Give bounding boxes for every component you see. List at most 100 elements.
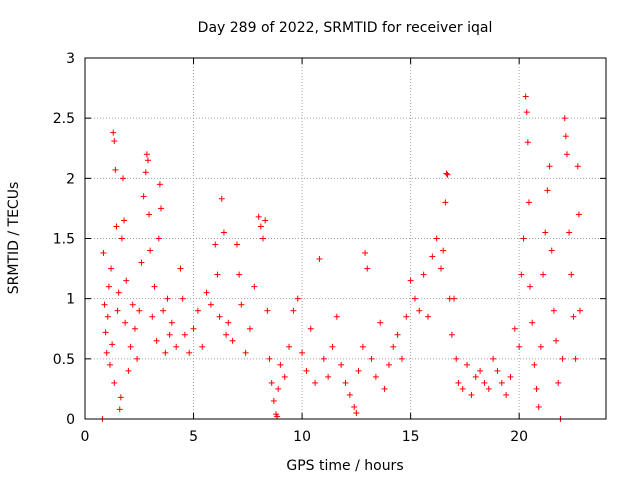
data-point [563,151,570,158]
data-point [173,343,180,350]
data-point [455,379,462,386]
data-point [214,271,221,278]
y-tick-label: 1.5 [53,232,75,248]
data-point [105,283,112,290]
data-point [429,253,436,260]
data-point [149,313,156,320]
data-point [442,199,449,206]
data-point [424,313,431,320]
data-point [398,355,405,362]
data-points [99,93,583,422]
data-point [238,301,245,308]
data-point [268,379,275,386]
data-point [246,325,253,332]
data-point [109,341,116,348]
data-point [277,361,284,368]
data-point [485,385,492,392]
data-point [394,331,401,338]
data-point [407,277,414,284]
data-point [550,307,557,314]
y-tick-label: 0.5 [53,352,75,368]
data-point [459,385,466,392]
data-point [100,249,107,256]
data-point [140,193,147,200]
data-point [164,295,171,302]
data-point [281,373,288,380]
y-axis-ticks: 0 0.5 1 1.5 2 2.5 3 [53,51,606,428]
data-point [179,295,186,302]
data-point [342,379,349,386]
data-point [110,129,117,136]
data-point [199,343,206,350]
data-point [511,325,518,332]
data-point [143,151,150,158]
data-point [494,367,501,374]
data-point [362,249,369,256]
data-point [117,394,124,401]
data-point [186,349,193,356]
data-point [477,367,484,374]
y-tick-label: 0 [66,412,75,428]
data-point [142,169,149,176]
data-point [377,319,384,326]
data-point [381,385,388,392]
data-point [355,367,362,374]
data-point [574,163,581,170]
data-point [111,379,118,386]
data-point [119,175,126,182]
data-point [131,325,138,332]
data-point [134,355,141,362]
data-point [260,235,267,242]
data-point [312,379,319,386]
data-point [568,271,575,278]
data-point [155,235,162,242]
data-point [194,307,201,314]
data-point [207,301,214,308]
data-point [146,211,153,218]
data-point [157,205,164,212]
data-point [443,170,450,177]
data-point [233,241,240,248]
data-point [307,325,314,332]
data-point [112,166,119,173]
data-point [177,265,184,272]
data-point [325,373,332,380]
data-point [481,379,488,386]
data-point [507,373,514,380]
data-point [498,379,505,386]
data-point [353,409,360,416]
data-point [346,391,353,398]
data-point [203,289,210,296]
data-point [540,271,547,278]
data-point [555,379,562,386]
data-point [468,391,475,398]
data-point [121,217,128,224]
data-point [216,313,223,320]
data-point [153,337,160,344]
data-point [537,343,544,350]
data-point [562,133,569,140]
x-tick-label: 10 [293,429,311,445]
data-point [516,343,523,350]
data-point [411,295,418,302]
data-point [229,337,236,344]
data-point [144,157,151,164]
data-point [103,349,110,356]
data-point [104,313,111,320]
data-point [524,139,531,146]
data-point [546,163,553,170]
data-point [403,313,410,320]
data-point [136,307,143,314]
y-tick-label: 2 [66,171,75,187]
data-point [525,199,532,206]
data-point [433,235,440,242]
data-point [168,319,175,326]
data-point [453,355,460,362]
data-point [220,229,227,236]
y-axis-label: SRMTID / TECUs [6,182,22,295]
data-point [123,277,130,284]
x-tick-label: 0 [81,429,90,445]
data-point [262,217,269,224]
data-point [533,385,540,392]
